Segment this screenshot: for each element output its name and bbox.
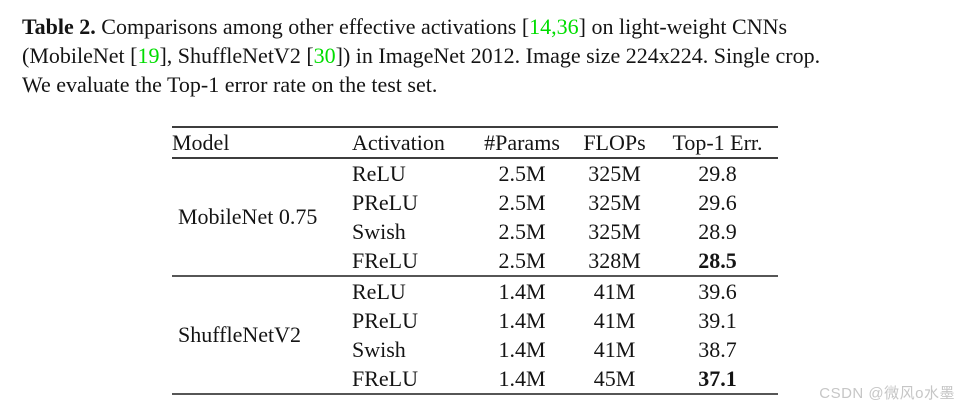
citation-ref: 19 [137,43,160,68]
table-row: Swish 2.5M 325M 28.9 [172,217,778,246]
top1-err-cell: 39.1 [698,307,737,333]
citation-ref: 30 [313,43,336,68]
activation-cell: PReLU [352,307,418,333]
table-row: FReLU 1.4M 45M 37.1 [172,364,778,394]
top1-err-cell: 29.8 [698,160,737,186]
model-name-cell: ShuffleNetV2 [172,275,352,394]
top1-err-cell: 28.5 [698,247,737,273]
activation-cell: FReLU [352,365,418,391]
table-row: PReLU 2.5M 325M 29.6 [172,188,778,217]
table-row: Swish 1.4M 41M 38.7 [172,335,778,364]
table-row: FReLU 2.5M 328M 28.5 [172,246,778,276]
col-header-top1-err: Top-1 Err. [657,127,778,159]
model-name-cell: MobileNet 0.75 [178,204,318,229]
flops-cell: 41M [593,336,636,362]
caption-text: ] on light-weight CNNs [578,14,788,39]
table-row: PReLU 1.4M 41M 39.1 [172,306,778,335]
params-cell: 1.4M [498,307,546,333]
params-cell: 2.5M [498,218,546,244]
flops-cell: 41M [593,307,636,333]
activation-cell: ReLU [352,275,472,306]
flops-cell: 45M [593,365,636,391]
header-row: Model Activation #Params FLOPs Top-1 Err… [172,127,778,159]
activation-cell: PReLU [352,189,418,215]
csdn-watermark: CSDN @微风o水墨 [819,385,955,402]
caption-table-label: Table 2. [22,14,96,39]
params-cell: 2.5M [498,247,546,273]
table-row: MobileNet 0.75 ReLU 2.5M 325M 29.8 [172,158,778,230]
activation-cell: Swish [352,336,406,362]
caption-line-2: (MobileNet [19], ShuffleNetV2 [30]) in I… [22,41,938,70]
caption-text: Comparisons among other effective activa… [95,14,530,39]
top1-err-cell: 37.1 [698,365,737,391]
caption-text: (MobileNet [ [22,43,138,68]
citation-ref: 14,36 [529,14,579,39]
activation-cell: Swish [352,218,406,244]
params-cell: 2.5M [498,189,546,215]
params-cell: 1.4M [498,365,546,391]
top1-err-cell: 39.6 [657,275,778,306]
flops-cell: 328M [588,247,641,273]
results-table: Model Activation #Params FLOPs Top-1 Err… [172,126,778,395]
caption-text: We evaluate the Top-1 error rate on the … [22,72,438,97]
params-cell: 1.4M [472,275,572,306]
top1-err-cell: 29.6 [698,189,737,215]
caption-line-3: We evaluate the Top-1 error rate on the … [22,70,938,99]
caption-text: ], ShuffleNetV2 [ [159,43,314,68]
activation-cell: FReLU [352,247,418,273]
col-header-activation: Activation [352,127,472,159]
flops-cell: 325M [588,218,641,244]
flops-cell: 325M [588,189,641,215]
col-header-model: Model [172,127,352,159]
activation-cell: ReLU [352,160,406,186]
top1-err-cell: 28.9 [698,218,737,244]
flops-cell: 325M [588,160,641,186]
col-header-params: #Params [472,127,572,159]
table-caption: Table 2. Comparisons among other effecti… [22,12,938,99]
flops-cell: 41M [572,275,657,306]
caption-text: ]) in ImageNet 2012. Image size 224x224.… [335,43,821,68]
col-header-flops: FLOPs [572,127,657,159]
caption-line-1: Table 2. Comparisons among other effecti… [22,12,938,41]
params-cell: 1.4M [498,336,546,362]
params-cell: 2.5M [498,160,546,186]
top1-err-cell: 38.7 [698,336,737,362]
table-row: ShuffleNetV2 ReLU 1.4M 41M 39.6 [172,275,778,394]
